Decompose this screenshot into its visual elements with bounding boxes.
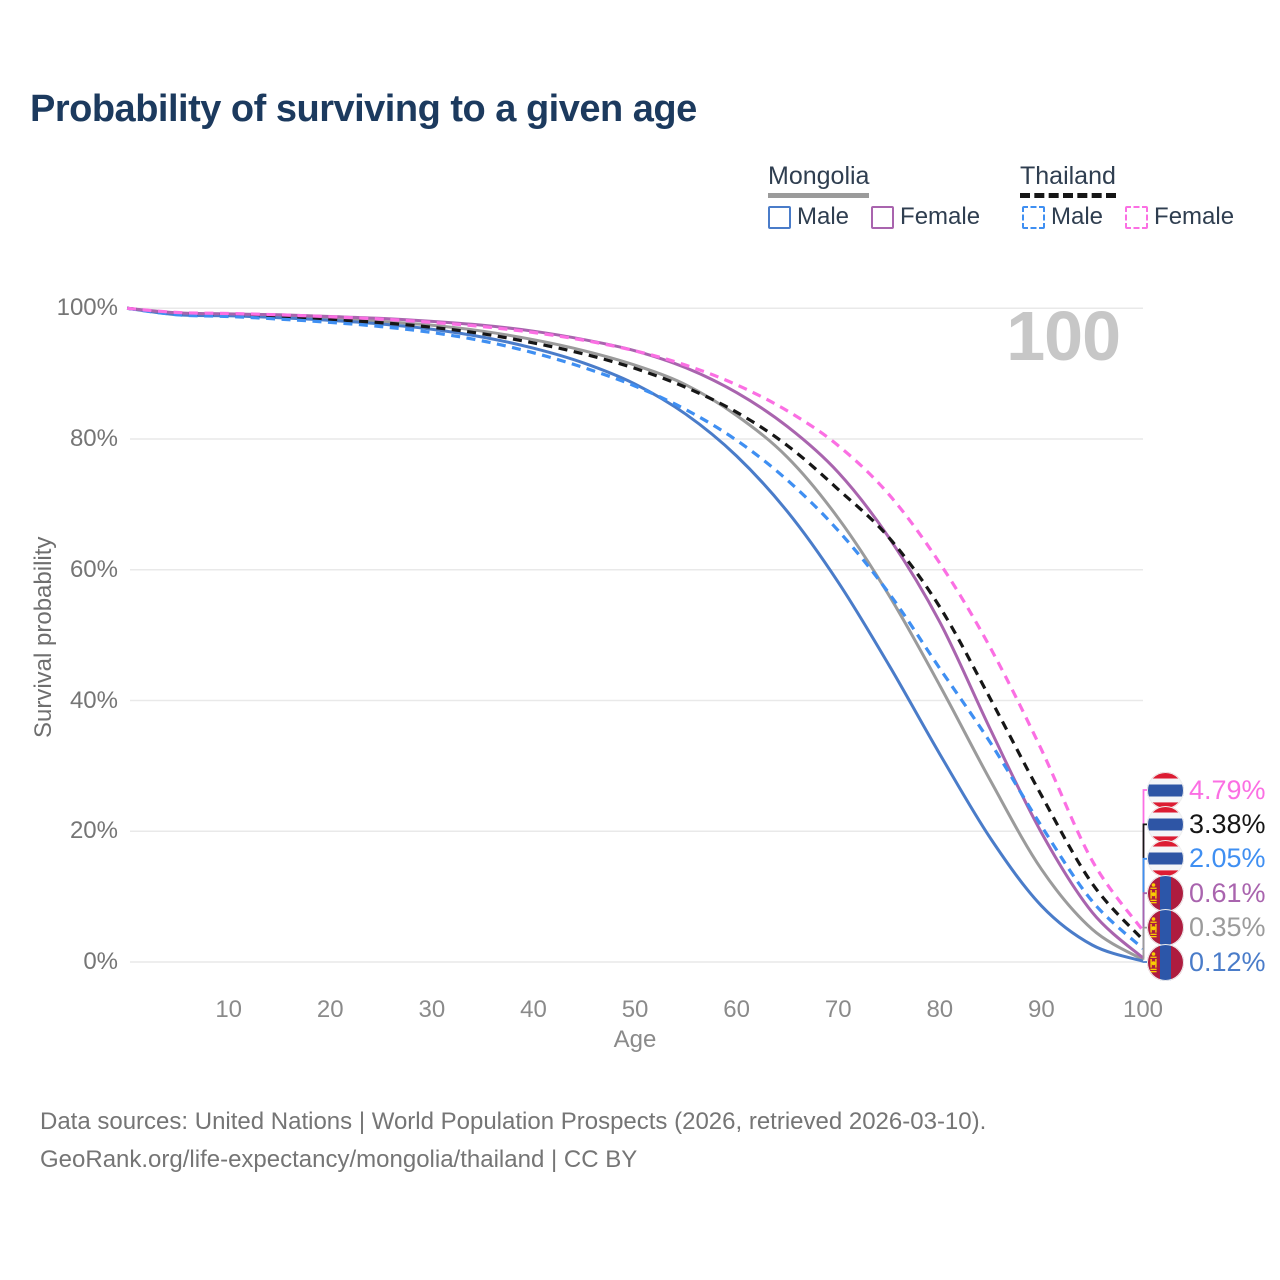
end-percent-label: 4.79% <box>1189 774 1266 805</box>
thailand-flag-icon <box>1147 771 1184 809</box>
legend-group-mongolia: Mongolia <box>768 162 870 203</box>
legend-item-mongolia-female[interactable]: Female <box>871 203 980 231</box>
legend-item-label: Male <box>797 203 850 230</box>
mongolia-male-swatch-icon <box>768 205 791 229</box>
mongolia-solid-line-sample <box>768 193 870 198</box>
y-tick-label: 0% <box>83 948 118 975</box>
x-tick-label: 80 <box>926 996 954 1023</box>
legend-items-mongolia: Male Female <box>768 203 1002 231</box>
legend-item-thailand-female[interactable]: Female <box>1125 203 1234 231</box>
y-tick-label: 60% <box>69 555 118 583</box>
y-tick-label: 100% <box>56 294 118 322</box>
x-tick-label: 100 <box>1122 996 1164 1023</box>
mongolia-flag-icon <box>1147 943 1184 981</box>
legend-item-mongolia-male[interactable]: Male <box>768 203 849 231</box>
x-tick-label: 90 <box>1028 996 1055 1023</box>
end-percent-label: 0.35% <box>1189 912 1266 943</box>
series-line-mongolia-both[interactable] <box>126 306 1144 962</box>
thailand-flag-icon <box>1147 805 1184 843</box>
page-title: Probability of surviving to a given age <box>30 88 697 130</box>
end-label-mongolia-female: 0.61% <box>1147 874 1266 912</box>
end-percent-label: 2.05% <box>1189 843 1266 874</box>
y-tick-label: 20% <box>69 817 118 845</box>
x-tick-label: 60 <box>723 996 750 1023</box>
data-sources-text: Data sources: United Nations | World Pop… <box>40 1108 987 1135</box>
x-tick-label: 40 <box>520 996 547 1023</box>
georank-attribution-text: GeoRank.org/life-expectancy/mongolia/tha… <box>40 1146 638 1173</box>
thailand-male-swatch-icon <box>1022 205 1045 229</box>
x-tick-label: 20 <box>316 996 344 1023</box>
mongolia-female-swatch-icon <box>871 205 895 229</box>
thailand-flag-icon <box>1147 840 1184 878</box>
legend-country-mongolia-label: Mongolia <box>768 162 870 190</box>
end-label-mongolia-male: 0.12% <box>1147 943 1266 981</box>
y-tick-label: 80% <box>69 425 118 453</box>
x-tick-label: 50 <box>621 996 649 1023</box>
x-tick-label: 10 <box>215 996 243 1023</box>
x-axis-title: Age <box>613 1026 657 1053</box>
legend-item-thailand-male[interactable]: Male <box>1022 203 1103 231</box>
hovered-age-watermark: 100 <box>1006 297 1121 375</box>
legend-country-thailand[interactable]: Thailand <box>1020 162 1116 203</box>
x-tick-label: 70 <box>824 996 852 1023</box>
x-tick-label: 30 <box>418 996 446 1023</box>
legend-item-label: Female <box>900 203 981 230</box>
mongolia-flag-icon <box>1147 874 1184 912</box>
series-line-thailand-female[interactable] <box>126 306 1145 932</box>
end-label-mongolia-both: 0.35% <box>1147 909 1266 947</box>
legend-items-thailand: Male Female <box>1022 203 1256 231</box>
thailand-dashed-line-sample <box>1020 193 1116 198</box>
y-tick-label: 40% <box>69 686 118 714</box>
legend-country-mongolia[interactable]: Mongolia <box>768 162 870 203</box>
series-line-mongolia-male[interactable] <box>126 306 1144 963</box>
series-line-thailand-both[interactable] <box>126 306 1145 941</box>
end-percent-label: 0.12% <box>1189 946 1266 977</box>
end-percent-label: 3.38% <box>1189 808 1266 839</box>
mongolia-flag-icon <box>1147 909 1184 947</box>
series-line-mongolia-female[interactable] <box>126 306 1144 960</box>
legend-group-thailand: Thailand <box>1020 162 1116 203</box>
end-label-thailand-male: 2.05% <box>1147 840 1266 878</box>
end-label-thailand-both: 3.38% <box>1147 805 1266 843</box>
legend-item-label: Female <box>1154 203 1235 230</box>
legend-item-label: Male <box>1051 203 1104 230</box>
end-label-thailand-female: 4.79% <box>1147 771 1266 809</box>
series-line-thailand-male[interactable] <box>126 306 1145 950</box>
legend-country-thailand-label: Thailand <box>1020 162 1116 190</box>
thailand-female-swatch-icon <box>1125 205 1149 229</box>
end-percent-label: 0.61% <box>1189 877 1266 908</box>
